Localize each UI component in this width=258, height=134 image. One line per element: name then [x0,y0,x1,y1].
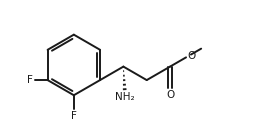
Text: O: O [167,90,175,100]
Text: NH₂: NH₂ [115,92,134,102]
Text: F: F [27,75,33,85]
Text: O: O [187,51,196,61]
Text: F: F [71,111,77,121]
